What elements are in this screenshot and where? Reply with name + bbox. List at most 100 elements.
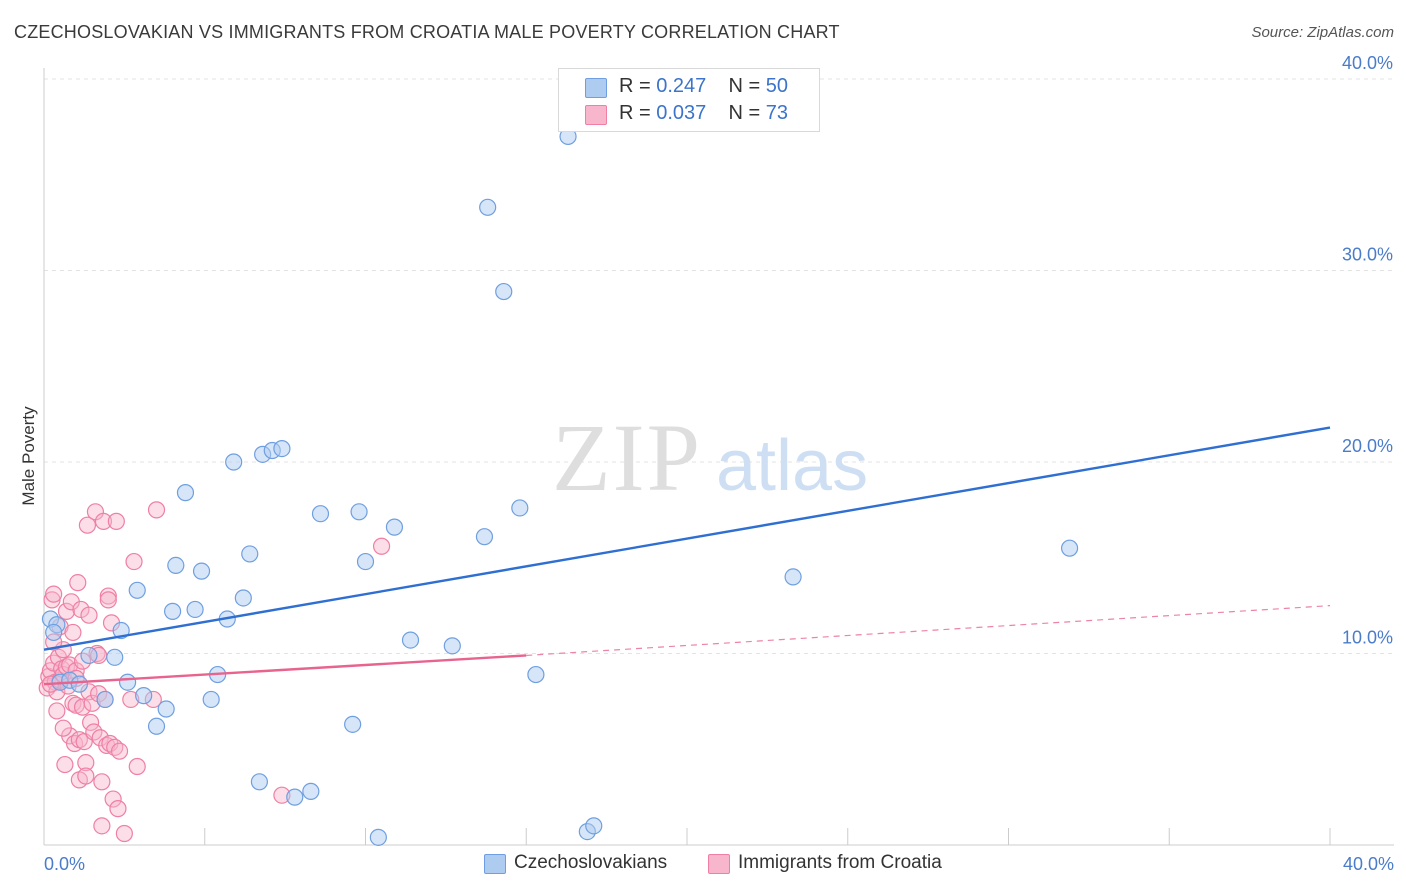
- data-point-croatia: [69, 574, 87, 592]
- data-point-croatia: [73, 698, 92, 716]
- data-point-czechoslovakian: [241, 545, 259, 563]
- legend-row-text: R = 0.037 N = 73: [619, 102, 788, 125]
- y-tick-label: 30.0%: [1342, 245, 1393, 265]
- data-point-croatia: [104, 790, 122, 808]
- data-point-czechoslovakian: [479, 198, 497, 216]
- data-point-croatia: [107, 512, 125, 530]
- y-tick-label: 40.0%: [1342, 53, 1393, 73]
- trend-line-croatia: [43, 654, 527, 686]
- data-point-croatia: [56, 755, 74, 774]
- data-point-croatia: [109, 800, 127, 818]
- data-point-czechoslovakian: [511, 499, 529, 517]
- y-tick-label: 10.0%: [1342, 628, 1393, 648]
- data-point-czechoslovakian: [401, 631, 420, 649]
- data-point-czechoslovakian: [70, 675, 88, 693]
- data-point-croatia: [147, 501, 166, 519]
- data-point-czechoslovakian: [475, 528, 494, 546]
- data-point-czechoslovakian: [350, 503, 368, 521]
- chart-title: CZECHOSLOVAKIAN VS IMMIGRANTS FROM CROAT…: [14, 22, 840, 42]
- data-point-czechoslovakian: [167, 556, 185, 575]
- data-point-czechoslovakian: [234, 589, 252, 607]
- data-point-czechoslovakian: [1060, 539, 1079, 557]
- data-point-croatia: [372, 537, 391, 555]
- data-point-czechoslovakian: [527, 665, 545, 684]
- legend-swatch-pink: [708, 854, 730, 874]
- legend-swatch-pink: [585, 105, 607, 125]
- watermark-zip: ZIP: [552, 404, 702, 511]
- data-point-croatia: [115, 824, 133, 843]
- data-point-croatia: [77, 754, 95, 772]
- r-label: R =: [619, 75, 657, 97]
- data-point-czechoslovakian: [344, 715, 362, 733]
- data-point-croatia: [99, 587, 117, 605]
- data-point-croatia: [78, 516, 97, 534]
- trend-line-croatia-extended: [526, 605, 1331, 657]
- data-point-croatia: [93, 773, 111, 791]
- data-point-czechoslovakian: [443, 637, 461, 655]
- data-point-czechoslovakian: [369, 828, 387, 846]
- data-point-czechoslovakian: [192, 562, 211, 580]
- data-point-czechoslovakian: [250, 773, 269, 791]
- trend-line-czechoslovakians: [43, 426, 1331, 651]
- n-value: 50: [765, 75, 789, 97]
- data-point-czechoslovakian: [96, 690, 114, 709]
- data-point-czechoslovakian: [164, 602, 182, 620]
- data-point-czechoslovakian: [135, 687, 153, 705]
- x-tick-label-max: 40.0%: [1343, 854, 1394, 874]
- data-point-czechoslovakian: [128, 581, 146, 599]
- watermark-atlas: atlas: [716, 426, 868, 506]
- data-point-croatia: [93, 817, 111, 835]
- data-point-czechoslovakian: [80, 646, 98, 665]
- grid: [44, 78, 1394, 654]
- correlation-legend: R = 0.247 N = 50 R = 0.037 N = 73: [558, 68, 820, 132]
- legend-row-text: R = 0.247 N = 50: [619, 75, 788, 98]
- data-point-czechoslovakian: [585, 817, 603, 835]
- data-point-croatia: [64, 623, 82, 642]
- data-point-czechoslovakian: [385, 518, 404, 536]
- watermark: ZIP atlas: [552, 404, 868, 511]
- data-point-czechoslovakian: [186, 600, 204, 619]
- data-point-czechoslovakian: [118, 673, 137, 691]
- data-point-czechoslovakian: [106, 648, 124, 666]
- data-point-czechoslovakian: [286, 788, 304, 806]
- data-point-czechoslovakian: [147, 717, 166, 735]
- data-point-czechoslovakian: [356, 552, 375, 571]
- series-legend: Czechoslovakians Immigrants from Croatia: [0, 852, 1406, 878]
- data-point-czechoslovakian: [302, 782, 320, 800]
- y-tick-label: 20.0%: [1342, 436, 1393, 456]
- r-value: 0.247: [656, 75, 707, 97]
- r-value: 0.037: [656, 102, 707, 124]
- x-tick-labels: 0.0% 40.0%: [44, 854, 1394, 874]
- legend-swatch-blue: [585, 78, 607, 98]
- data-point-czechoslovakian: [495, 282, 513, 301]
- legend-swatch-blue: [484, 854, 506, 874]
- data-point-czechoslovakian: [311, 505, 330, 523]
- r-label: R =: [619, 102, 657, 124]
- legend-label: Czechoslovakians: [514, 852, 668, 873]
- trend-lines: [43, 426, 1331, 686]
- n-label: N =: [728, 75, 766, 97]
- source-note: Source: ZipAtlas.com: [1251, 24, 1394, 41]
- legend-label: Immigrants from Croatia: [738, 852, 942, 873]
- data-point-croatia: [94, 512, 113, 530]
- data-point-croatia: [82, 713, 100, 732]
- data-point-croatia: [45, 585, 63, 603]
- data-point-croatia: [99, 591, 117, 609]
- data-point-czechoslovakian: [784, 568, 802, 586]
- x-ticks: [43, 828, 1331, 845]
- data-point-czechoslovakian: [176, 484, 195, 502]
- data-point-croatia: [85, 723, 103, 741]
- data-point-croatia: [57, 602, 76, 620]
- data-point-croatia: [77, 767, 95, 785]
- data-point-croatia: [110, 742, 129, 760]
- n-label: N =: [728, 102, 766, 124]
- data-point-czechoslovakian: [45, 623, 63, 642]
- series-czechoslovakians: [41, 127, 1079, 846]
- y-tick-labels: 10.0% 20.0% 30.0% 40.0%: [1342, 53, 1393, 648]
- data-point-croatia: [128, 757, 146, 776]
- n-value: 73: [765, 102, 789, 124]
- data-point-czechoslovakian: [273, 439, 291, 458]
- x-tick-label-min: 0.0%: [44, 854, 85, 874]
- series-immigrants-from-croatia: [38, 501, 391, 843]
